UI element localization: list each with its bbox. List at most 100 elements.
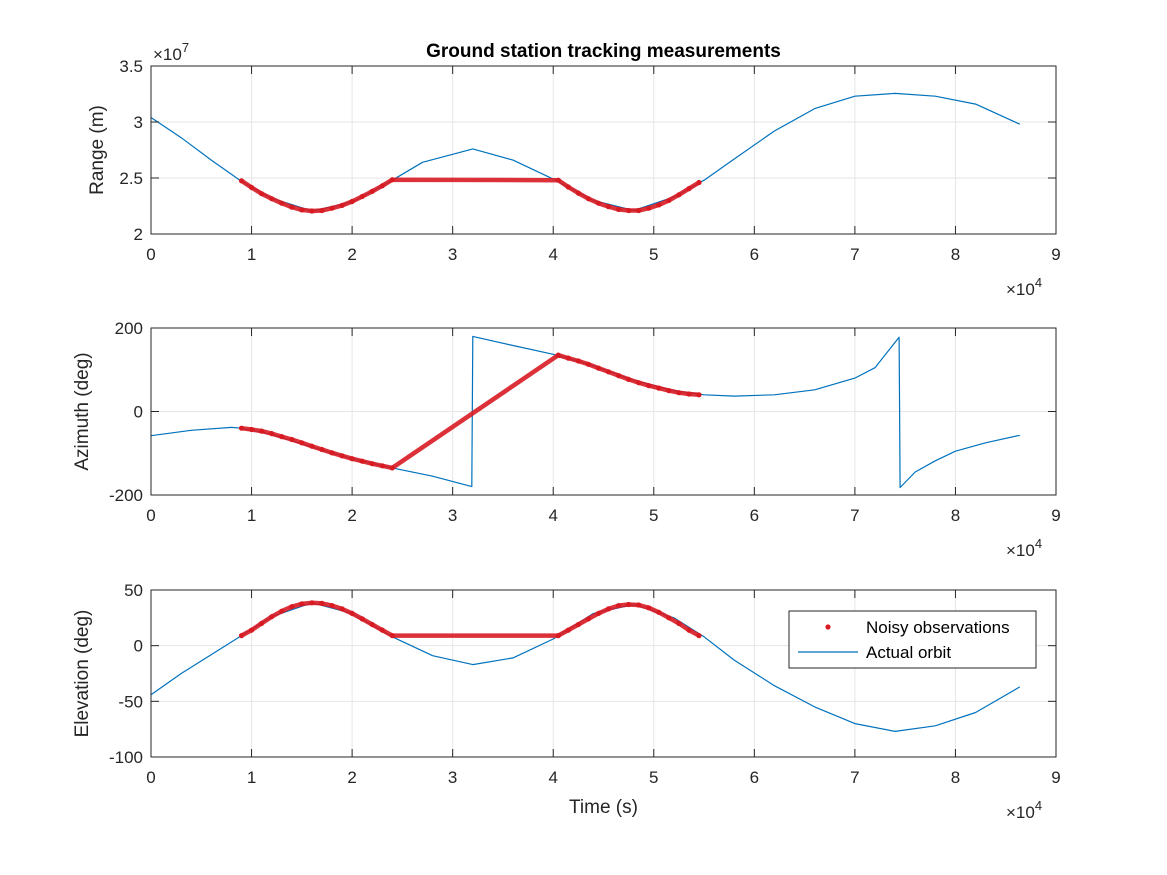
y-tick-label: 3 xyxy=(134,113,143,132)
data-point-noisy-observation xyxy=(279,434,285,440)
data-point-noisy-observation xyxy=(626,376,632,382)
data-point-noisy-observation xyxy=(636,207,642,214)
data-point-noisy-observation xyxy=(686,627,692,633)
data-point-noisy-observation xyxy=(339,606,345,612)
data-point-noisy-observation xyxy=(379,463,385,469)
data-point-noisy-observation xyxy=(585,361,592,367)
data-point-noisy-observation xyxy=(329,450,335,456)
data-point-noisy-observation xyxy=(238,178,245,184)
y-axis-label: Range (m) xyxy=(87,105,108,195)
x-tick-label: 6 xyxy=(750,506,759,525)
data-point-noisy-observation xyxy=(616,206,622,212)
x-axis-exponent: ×104 xyxy=(1006,275,1042,299)
data-point-noisy-observation xyxy=(565,355,571,361)
data-point-noisy-observation xyxy=(299,207,305,213)
data-point-noisy-observation xyxy=(605,606,612,612)
data-point-noisy-observation xyxy=(696,633,702,639)
data-point-noisy-observation xyxy=(238,425,245,431)
y-tick-label: -100 xyxy=(109,748,143,767)
data-point-noisy-observation xyxy=(676,192,682,198)
data-point-noisy-observation xyxy=(249,184,255,191)
x-tick-label: 5 xyxy=(649,768,658,787)
x-tick-label: 0 xyxy=(146,506,155,525)
data-point-noisy-observation xyxy=(575,190,582,196)
data-point-noisy-observation xyxy=(595,610,602,617)
x-tick-label: 1 xyxy=(247,506,256,525)
data-point-noisy-observation xyxy=(349,456,355,462)
x-tick-label: 1 xyxy=(247,768,256,787)
data-point-noisy-observation xyxy=(249,426,255,433)
data-point-noisy-observation xyxy=(349,198,355,205)
x-axis-exponent: ×104 xyxy=(1006,798,1042,822)
y-tick-label: -200 xyxy=(109,486,143,505)
data-point-noisy-observation xyxy=(575,358,582,364)
y-tick-label: 2 xyxy=(134,225,143,244)
data-point-noisy-observation xyxy=(616,373,622,379)
data-point-noisy-observation xyxy=(349,610,355,617)
y-tick-label: 3.5 xyxy=(119,57,143,76)
plot-area xyxy=(151,600,1021,732)
axes-box xyxy=(150,65,1057,235)
x-tick-label: 0 xyxy=(146,245,155,264)
data-point-noisy-observation xyxy=(565,184,571,190)
x-tick-label: 4 xyxy=(548,506,557,525)
data-point-noisy-observation xyxy=(279,608,285,614)
data-point-noisy-observation xyxy=(626,207,632,214)
data-point-noisy-observation xyxy=(676,620,682,627)
chart-range: 0 1 2 3 4 5 6 7 8 9 2 2.5 3 3.5 ×104 ×107 Range (m) Groun… xyxy=(87,40,1061,299)
chart-title: Ground station tracking measurements xyxy=(426,41,781,62)
y-axis-exponent: ×107 xyxy=(153,40,189,64)
data-point-noisy-observation xyxy=(279,200,285,206)
data-point-noisy-observation xyxy=(299,601,305,607)
data-point-noisy-observation xyxy=(299,440,305,446)
data-point-noisy-observation xyxy=(249,627,255,633)
axes-box xyxy=(150,589,1057,758)
x-tick-label: 8 xyxy=(951,245,960,264)
data-point-noisy-observation xyxy=(646,205,652,211)
data-point-noisy-observation xyxy=(389,177,395,183)
data-point-noisy-observation xyxy=(666,388,672,394)
x-tick-label: 7 xyxy=(850,768,859,787)
x-tick-label: 2 xyxy=(347,506,356,525)
x-tick-label: 3 xyxy=(448,768,457,787)
data-point-noisy-observation xyxy=(329,205,335,211)
legend-label: Actual orbit xyxy=(866,643,951,662)
x-tick-label: 4 xyxy=(548,245,557,264)
data-point-noisy-observation xyxy=(666,615,672,621)
x-tick-label: 8 xyxy=(951,768,960,787)
x-axis-exponent: ×104 xyxy=(1006,536,1042,560)
data-point-noisy-observation xyxy=(359,616,365,622)
x-tick-label: 2 xyxy=(347,768,356,787)
data-point-noisy-observation xyxy=(605,204,612,210)
data-point-noisy-observation xyxy=(595,200,602,206)
data-point-noisy-observation xyxy=(269,614,275,620)
data-point-noisy-observation xyxy=(616,603,622,609)
data-point-noisy-observation xyxy=(259,428,265,434)
data-point-noisy-observation xyxy=(319,600,325,607)
data-point-noisy-observation xyxy=(646,605,652,611)
data-point-noisy-observation xyxy=(339,202,345,208)
data-point-noisy-observation xyxy=(656,609,662,615)
data-point-noisy-observation xyxy=(555,177,561,183)
data-point-noisy-observation xyxy=(379,183,385,189)
y-tick-label: 2.5 xyxy=(119,169,143,188)
data-point-noisy-observation xyxy=(289,604,295,610)
legend-box xyxy=(788,610,1037,669)
x-tick-label: 7 xyxy=(850,506,859,525)
data-point-noisy-observation xyxy=(626,601,632,608)
data-point-noisy-observation xyxy=(565,627,571,633)
data-point-noisy-observation xyxy=(289,204,295,210)
data-point-noisy-observation xyxy=(555,633,561,639)
chart-elevation: 0 1 2 3 4 5 6 7 8 9 -100 -50 0 50 ×104 Elevation (deg) T… xyxy=(72,581,1061,822)
data-point-noisy-observation xyxy=(686,391,692,397)
x-tick-label: 3 xyxy=(448,506,457,525)
data-point-noisy-observation xyxy=(389,633,395,639)
x-tick-label: 7 xyxy=(850,245,859,264)
data-point-noisy-observation xyxy=(676,390,682,396)
x-tick-label: 4 xyxy=(548,768,557,787)
y-axis-label: Azimuth (deg) xyxy=(72,352,93,470)
y-tick-label: 200 xyxy=(115,319,143,338)
x-tick-label: 2 xyxy=(347,245,356,264)
data-point-noisy-observation xyxy=(269,196,275,202)
x-tick-label: 8 xyxy=(951,506,960,525)
